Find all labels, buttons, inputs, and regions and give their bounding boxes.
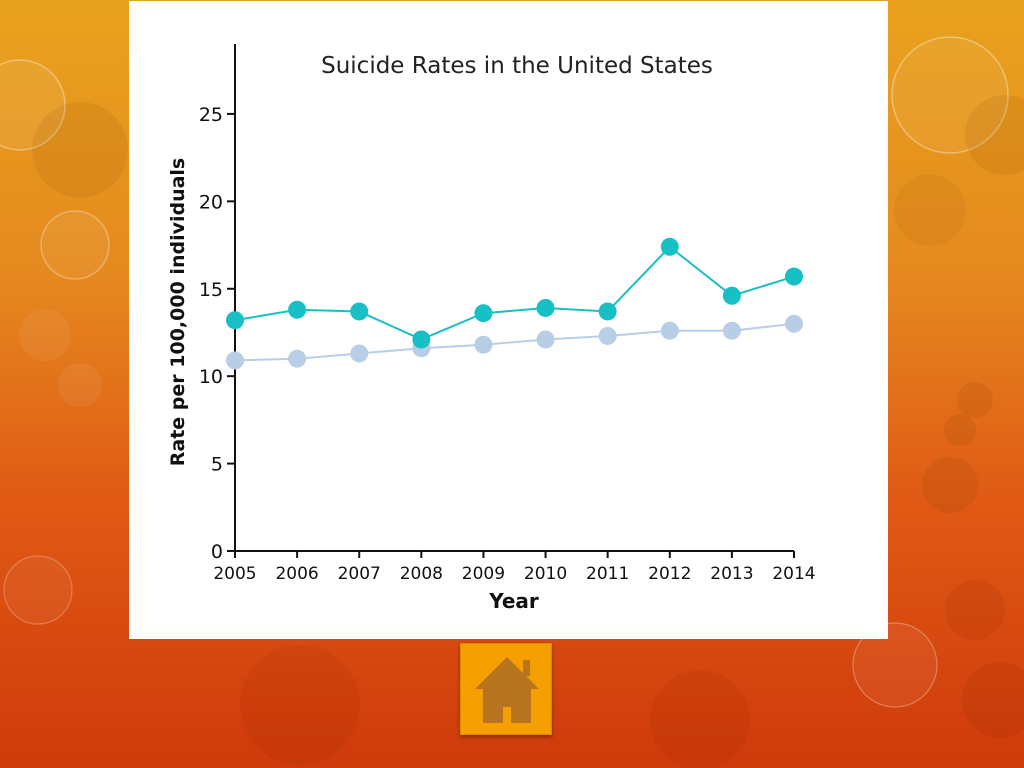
- home-icon: [475, 657, 539, 723]
- x-tick-label: 2013: [710, 564, 753, 584]
- series-1-point: [598, 302, 617, 321]
- x-axis-label: Year: [488, 589, 539, 613]
- line-chart: Suicide Rates in the United States Rate …: [167, 44, 816, 613]
- series-2-point: [785, 314, 803, 333]
- y-tick-label: 0: [211, 541, 223, 563]
- series-1-point: [350, 302, 369, 321]
- x-tick-label: 2008: [400, 564, 443, 584]
- series-1-point: [288, 300, 307, 319]
- x-tick-label: 2011: [586, 564, 629, 584]
- series-1-point: [536, 298, 555, 317]
- chart-card: Suicide Rates in the United States Rate …: [129, 1, 888, 639]
- x-tick-label: 2009: [462, 564, 505, 584]
- y-tick-label: 5: [211, 454, 223, 476]
- series-2-point: [660, 321, 679, 340]
- series-2-point: [536, 330, 555, 349]
- series-1-point: [412, 330, 431, 349]
- home-button[interactable]: [460, 643, 552, 735]
- y-axis-label: Rate per 100,000 individuals: [167, 158, 189, 466]
- series-2-point: [350, 344, 369, 363]
- series-2-point: [288, 349, 307, 368]
- x-tick-label: 2012: [648, 564, 691, 584]
- series-1-point: [660, 237, 679, 256]
- chart-title: Suicide Rates in the United States: [321, 53, 713, 79]
- y-tick-label: 10: [199, 366, 223, 388]
- series-2-point: [722, 321, 741, 340]
- series-1-point: [785, 267, 803, 286]
- x-tick-label: 2014: [772, 564, 815, 584]
- y-tick-label: 20: [199, 191, 223, 213]
- x-tick-label: 2005: [213, 564, 256, 584]
- series-2-line: [234, 322, 795, 362]
- series-2-point: [598, 326, 617, 345]
- series-1-point: [226, 311, 244, 330]
- series-2-point: [226, 351, 244, 370]
- series-1-line: [234, 245, 795, 341]
- y-tick-label: 25: [199, 104, 223, 126]
- y-tick-label: 15: [199, 279, 223, 301]
- x-tick-label: 2007: [338, 564, 381, 584]
- x-tick-label: 2010: [524, 564, 567, 584]
- series-1-point: [474, 304, 493, 323]
- series-1-point: [722, 286, 741, 305]
- x-tick-label: 2006: [275, 564, 318, 584]
- series-2-point: [474, 335, 493, 354]
